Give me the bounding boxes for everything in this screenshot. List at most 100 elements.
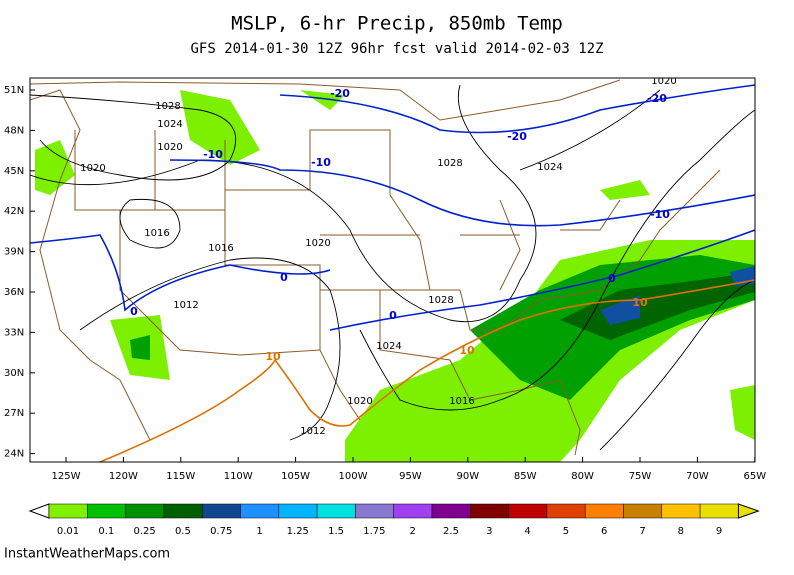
- colorbar-label: 0.75: [210, 526, 232, 537]
- colorbar-label: 1: [256, 526, 262, 537]
- isobar-label: 1028: [155, 101, 180, 112]
- lat-label: 33N: [4, 327, 24, 338]
- warm-label: 10: [459, 344, 475, 357]
- isobar-label: 1020: [347, 396, 372, 407]
- lon-label: 70W: [686, 471, 709, 482]
- isobar-label: 1016: [144, 228, 169, 239]
- subtitle: GFS 2014-01-30 12Z 96hr fcst valid 2014-…: [190, 41, 603, 57]
- colorbar-high-end: [737, 503, 760, 519]
- temp-labels: -20 -20 -20 -10 -10 -10 0 0 0 0 10 10 10: [130, 87, 670, 363]
- isobar-label: 1016: [208, 243, 233, 254]
- colorbar-swatch: [546, 503, 586, 519]
- temp-label: -10: [311, 156, 331, 169]
- lat-label: 39N: [4, 247, 24, 258]
- colorbar-swatch: [240, 503, 280, 519]
- isobar-label: 1020: [157, 142, 182, 153]
- credit: InstantWeatherMaps.com: [4, 547, 170, 562]
- colorbar-label: 2: [410, 526, 416, 537]
- lat-label: 27N: [4, 408, 24, 419]
- temp-label: 0: [280, 271, 288, 284]
- colorbar-label: 3: [486, 526, 492, 537]
- lat-label: 51N: [4, 85, 24, 96]
- isobar-label: 1020: [305, 238, 330, 249]
- lat-label: 45N: [4, 166, 24, 177]
- temp-label: 0: [130, 305, 138, 318]
- lat-label: 42N: [4, 206, 24, 217]
- colorbar-label: 0.01: [57, 526, 79, 537]
- colorbar-label: 1.25: [287, 526, 309, 537]
- lon-label: 120W: [109, 471, 138, 482]
- isobar-label: 1028: [428, 295, 453, 306]
- lon-label: 95W: [399, 471, 422, 482]
- temp-label: -10: [650, 208, 670, 221]
- isobar-label: 1024: [157, 119, 182, 130]
- lon-label: 90W: [456, 471, 479, 482]
- isobar-label: 1012: [173, 300, 198, 311]
- isobar-labels: 1028 1024 1020 1020 1016 1016 1020 1012 …: [80, 76, 676, 437]
- isotherms: [30, 84, 755, 331]
- colorbar-swatch: [125, 503, 165, 519]
- colorbar-swatch: [278, 503, 318, 519]
- isobar-label: 1028: [437, 158, 462, 169]
- temp-label: -10: [203, 148, 223, 161]
- isobar-label: 1020: [80, 163, 105, 174]
- map-axes: 51N 48N 45N 42N 39N 36N 33N 30N 27N 24N 125W 120W 11…: [4, 85, 766, 482]
- warm-label: 10: [632, 296, 648, 309]
- map-area: 1028 1024 1020 1020 1016 1016 1020 1012 …: [30, 76, 755, 462]
- isobar-label: 1024: [376, 341, 401, 352]
- lon-label: 85W: [514, 471, 537, 482]
- temp-label: -20: [507, 130, 527, 143]
- colorbar-swatch: [584, 503, 624, 519]
- lat-label: 48N: [4, 125, 24, 136]
- borders: [30, 79, 721, 456]
- warm-isotherm: [99, 279, 755, 462]
- lon-label: 80W: [571, 471, 594, 482]
- colorbar-swatch: [431, 503, 471, 519]
- lon-label: 65W: [743, 471, 766, 482]
- colorbar-label: 5: [563, 526, 569, 537]
- colorbar-swatch: [163, 503, 203, 519]
- lon-label: 100W: [339, 471, 368, 482]
- colorbar-label: 1.5: [328, 526, 344, 537]
- lon-label: 115W: [166, 471, 195, 482]
- colorbar-swatch: [470, 503, 509, 519]
- lon-label: 75W: [629, 471, 652, 482]
- warm-label: 10: [265, 350, 281, 363]
- colorbar-label: 1.75: [363, 526, 385, 537]
- colorbar-label: 6: [601, 526, 607, 537]
- colorbar-swatch: [623, 503, 663, 519]
- colorbar-swatch: [316, 503, 356, 519]
- colorbar-low-end: [28, 503, 50, 519]
- lon-label: 110W: [224, 471, 253, 482]
- colorbar-label: 8: [678, 526, 684, 537]
- colorbar-swatch: [393, 503, 433, 519]
- colorbar-swatch: [355, 503, 394, 519]
- map-frame: [29, 77, 756, 463]
- colorbar-label: 0.25: [133, 526, 155, 537]
- lon-label: 105W: [281, 471, 310, 482]
- colorbar-swatch: [661, 503, 701, 519]
- colorbar-label: 7: [639, 526, 645, 537]
- lat-label: 30N: [4, 368, 24, 379]
- colorbar-swatch: [201, 503, 241, 519]
- colorbar-swatch: [699, 503, 739, 519]
- lon-label: 125W: [52, 471, 81, 482]
- isobar-label: 1012: [300, 426, 325, 437]
- colorbar-label: 0.5: [175, 526, 191, 537]
- colorbar-label: 4: [524, 526, 530, 537]
- isobar-label: 1016: [449, 396, 474, 407]
- colorbar-swatch: [48, 503, 88, 519]
- isobar-label: 1024: [537, 162, 562, 173]
- title: MSLP, 6-hr Precip, 850mb Temp: [231, 13, 563, 35]
- colorbar-label: 2.5: [443, 526, 459, 537]
- temp-label: 0: [608, 272, 616, 285]
- colorbar: 0.01 0.1 0.25 0.5 0.75 1 1.25 1.5 1.75 2 2.5 3 4 5 6 7 8…: [28, 503, 760, 537]
- colorbar-swatch: [87, 503, 126, 519]
- lat-label: 36N: [4, 287, 24, 298]
- temp-label: -20: [330, 87, 350, 100]
- colorbar-label: 0.1: [98, 526, 114, 537]
- colorbar-swatch: [508, 503, 548, 519]
- isobar-label: 1020: [651, 76, 676, 87]
- colorbar-label: 9: [716, 526, 722, 537]
